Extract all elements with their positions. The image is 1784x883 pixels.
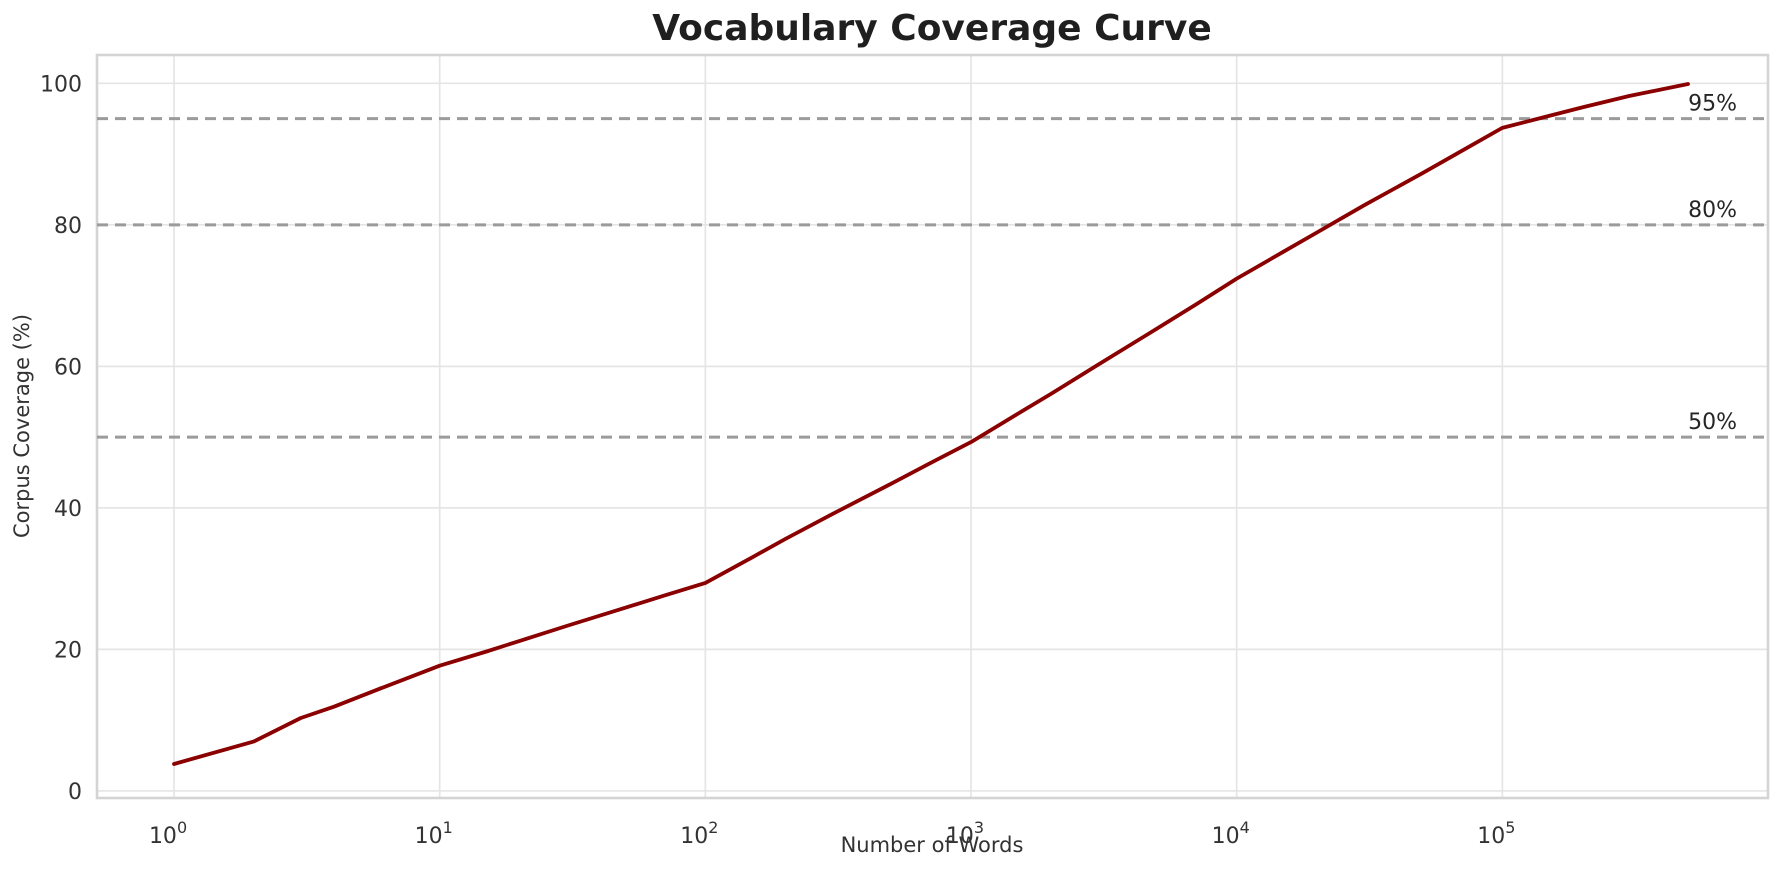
- x-tick-label: 104: [1212, 818, 1250, 849]
- y-tick-label: 20: [54, 638, 82, 663]
- plot-border: [95, 53, 1770, 800]
- y-tick-label: 60: [54, 355, 82, 380]
- y-axis-label: Corpus Coverage (%): [10, 313, 34, 539]
- x-tick-label: 103: [946, 818, 984, 849]
- y-tick-label: 80: [54, 214, 82, 239]
- x-tick-label: 101: [415, 818, 453, 849]
- reference-label: 95%: [1688, 92, 1737, 117]
- x-tick-label: 102: [680, 818, 718, 849]
- chart-title: Vocabulary Coverage Curve: [652, 8, 1212, 49]
- y-tick-label: 0: [68, 780, 82, 805]
- y-tick-label: 40: [54, 497, 82, 522]
- x-tick-label: 100: [149, 818, 187, 849]
- reference-label: 80%: [1688, 198, 1737, 223]
- coverage-curve: [172, 82, 1690, 766]
- reference-label: 50%: [1688, 410, 1737, 435]
- y-tick-label: 100: [40, 72, 82, 97]
- x-axis-label: Number of Words: [840, 833, 1024, 857]
- x-tick-label: 105: [1477, 818, 1515, 849]
